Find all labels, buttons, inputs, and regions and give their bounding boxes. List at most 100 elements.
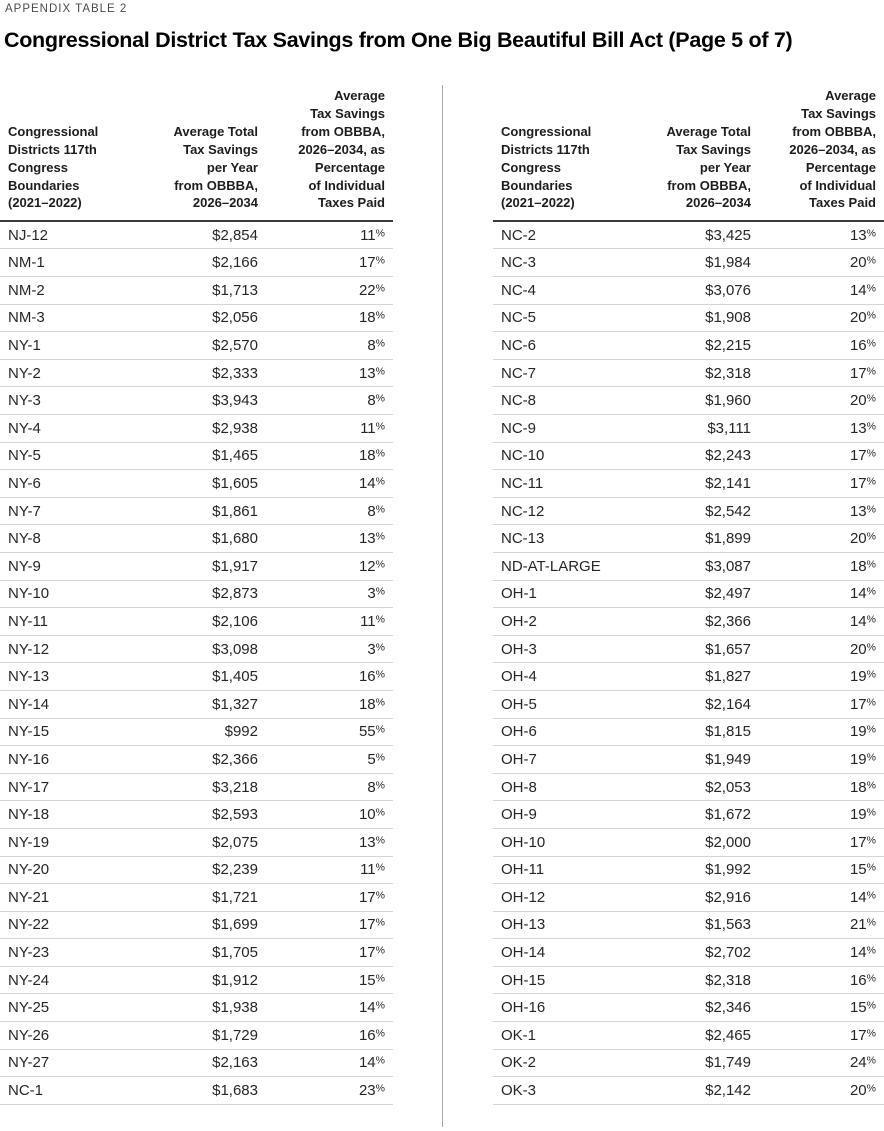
savings-cell: $1,815 (628, 718, 751, 747)
table-row: OK-3 $2,142 20% (493, 1076, 884, 1105)
percent-sign: % (866, 861, 876, 874)
percent-cell: 23% (258, 1076, 393, 1105)
district-cell: OH-3 (493, 635, 628, 664)
table-row: OH-9 $1,672 19% (493, 800, 884, 829)
savings-cell: $3,218 (135, 773, 258, 802)
table-row: NY-15 $992 55% (0, 718, 393, 747)
table-row: NM-1 $2,166 17% (0, 248, 393, 278)
table-row: NY-11 $2,106 11% (0, 607, 393, 636)
percent-cell: 17% (258, 911, 393, 940)
percent-sign: % (375, 558, 385, 571)
district-cell: NC-10 (493, 442, 628, 471)
savings-cell: $1,405 (135, 662, 258, 691)
savings-cell: $2,163 (135, 1049, 258, 1078)
percent-cell: 20% (751, 304, 884, 333)
savings-cell: $1,465 (135, 442, 258, 471)
percent-sign: % (375, 1082, 385, 1095)
district-cell: OH-8 (493, 773, 628, 802)
percent-cell: 13% (258, 524, 393, 553)
district-cell: ND-AT-LARGE (493, 552, 628, 581)
percent-cell: 8% (258, 773, 393, 802)
savings-cell: $1,672 (628, 800, 751, 829)
percent-cell: 20% (751, 248, 884, 278)
district-cell: NY-4 (0, 414, 135, 443)
percent-sign: % (375, 530, 385, 543)
tax-table-right: Congressional Districts 117th Congress B… (493, 87, 884, 1105)
percent-cell: 17% (751, 690, 884, 719)
percent-cell: 18% (258, 304, 393, 333)
district-cell: NY-15 (0, 718, 135, 747)
percent-sign: % (866, 254, 876, 267)
table-row: NM-2 $1,713 22% (0, 276, 393, 305)
table-row: NY-12 $3,098 3% (0, 635, 393, 664)
percent-sign: % (866, 282, 876, 295)
savings-cell: $992 (135, 718, 258, 747)
savings-cell: $1,683 (135, 1076, 258, 1105)
table-row: NY-5 $1,465 18% (0, 442, 393, 471)
table-row: OH-10 $2,000 17% (493, 828, 884, 857)
percent-sign: % (375, 944, 385, 957)
percent-sign: % (866, 1054, 876, 1067)
percent-cell: 18% (258, 690, 393, 719)
table-row: NY-2 $2,333 13% (0, 359, 393, 388)
savings-cell: $2,215 (628, 331, 751, 360)
savings-cell: $2,106 (135, 607, 258, 636)
percent-sign: % (375, 779, 385, 792)
district-cell: NY-12 (0, 635, 135, 664)
table-row: NY-13 $1,405 16% (0, 662, 393, 691)
percent-sign: % (375, 889, 385, 902)
percent-cell: 14% (751, 580, 884, 609)
percent-sign: % (866, 503, 876, 516)
percent-sign: % (866, 641, 876, 654)
savings-cell: $2,593 (135, 800, 258, 829)
district-cell: OH-16 (493, 993, 628, 1023)
percent-sign: % (866, 365, 876, 378)
percent-cell: 13% (258, 359, 393, 388)
percent-sign: % (375, 834, 385, 847)
percent-cell: 17% (258, 248, 393, 278)
percent-sign: % (866, 613, 876, 626)
savings-cell: $2,854 (135, 221, 258, 250)
percent-cell: 14% (258, 993, 393, 1023)
percent-cell: 21% (751, 911, 884, 940)
column-header-savings: Average Total Tax Savings per Year from … (135, 87, 258, 223)
percent-sign: % (375, 641, 385, 654)
page-title: Congressional District Tax Savings from … (4, 28, 793, 52)
percent-sign: % (866, 420, 876, 433)
district-cell: OH-6 (493, 718, 628, 747)
district-cell: NY-6 (0, 469, 135, 498)
percent-cell: 8% (258, 386, 393, 415)
district-cell: NY-27 (0, 1049, 135, 1078)
percent-cell: 17% (751, 442, 884, 471)
savings-cell: $1,938 (135, 993, 258, 1023)
percent-sign: % (866, 1027, 876, 1040)
table-row: NY-27 $2,163 14% (0, 1049, 393, 1078)
table-row: NC-8 $1,960 20% (493, 386, 884, 415)
district-cell: OH-13 (493, 911, 628, 940)
savings-cell: $1,827 (628, 662, 751, 691)
district-cell: OH-2 (493, 607, 628, 636)
savings-cell: $1,984 (628, 248, 751, 278)
savings-cell: $2,542 (628, 497, 751, 526)
district-cell: OH-11 (493, 856, 628, 885)
percent-cell: 22% (258, 276, 393, 305)
percent-sign: % (866, 447, 876, 460)
table-row: NJ-12 $2,854 11% (0, 221, 393, 250)
savings-cell: $2,916 (628, 883, 751, 912)
savings-cell: $1,699 (135, 911, 258, 940)
percent-sign: % (375, 668, 385, 681)
district-cell: NC-8 (493, 386, 628, 415)
percent-sign: % (866, 696, 876, 709)
table-row: NY-16 $2,366 5% (0, 745, 393, 774)
percent-sign: % (375, 751, 385, 764)
table-row: OH-2 $2,366 14% (493, 607, 884, 636)
percent-sign: % (375, 420, 385, 433)
savings-cell: $2,243 (628, 442, 751, 471)
district-cell: NM-1 (0, 248, 135, 278)
table-row: OH-5 $2,164 17% (493, 690, 884, 719)
district-cell: NC-6 (493, 331, 628, 360)
table-row: NY-23 $1,705 17% (0, 938, 393, 967)
district-cell: NY-8 (0, 524, 135, 553)
percent-cell: 16% (751, 966, 884, 995)
percent-cell: 13% (258, 828, 393, 857)
